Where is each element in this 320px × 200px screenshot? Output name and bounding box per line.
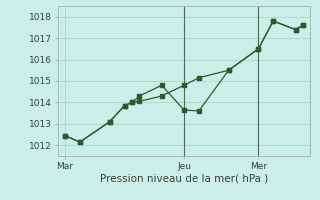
X-axis label: Pression niveau de la mer( hPa ): Pression niveau de la mer( hPa ) xyxy=(100,173,268,183)
